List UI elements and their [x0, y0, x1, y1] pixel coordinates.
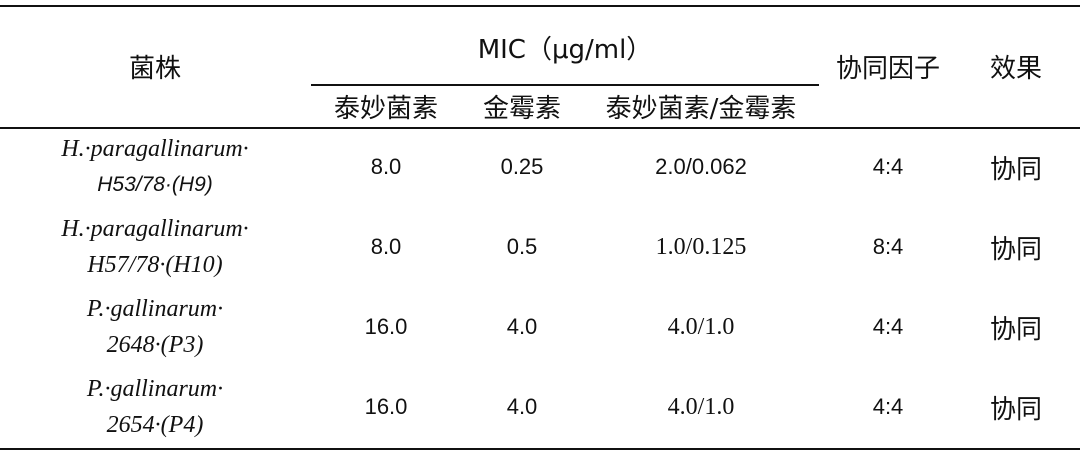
header-effect: 效果	[989, 53, 1042, 84]
table-cell: 协同	[989, 314, 1042, 345]
table-cell: 协同	[989, 154, 1042, 185]
table-cell: 协同	[989, 234, 1042, 265]
table-cell: 4.0/1.0	[667, 313, 735, 340]
table-cell: 8.0	[370, 234, 402, 259]
bottom-rule	[0, 448, 1080, 450]
table-cell: 4.0	[506, 394, 538, 419]
table-cell: 4:4	[872, 394, 904, 419]
table-cell: 8:4	[872, 234, 904, 259]
table-row-strain: H.·paragallinarum· H57/78·(H10)	[61, 216, 249, 278]
header-chlortetracycline: 金霉素	[482, 94, 561, 124]
table-row-strain: H.·paragallinarum· H53/78·(H9)	[61, 136, 249, 196]
header-fic: 协同因子	[835, 53, 940, 84]
table-cell: 协同	[989, 394, 1042, 425]
table-cell: 4.0/1.0	[667, 393, 735, 420]
header-mic: MIC（μg/ml）	[477, 34, 653, 65]
table-cell: 4.0	[506, 314, 538, 339]
table-cell: 0.25	[500, 154, 544, 179]
top-rule	[0, 5, 1080, 7]
header-strain: 菌株	[128, 53, 181, 84]
table-cell: 1.0/0.125	[655, 233, 747, 260]
table-cell: 16.0	[364, 314, 408, 339]
table-row-strain: P.·gallinarum· 2648·(P3)	[86, 296, 224, 358]
header-tiamulin: 泰妙菌素	[333, 94, 438, 124]
table-cell: 8.0	[370, 154, 402, 179]
table-cell: 2.0/0.062	[655, 154, 747, 179]
header-combo: 泰妙菌素/金霉素	[605, 94, 797, 124]
table-cell: 0.5	[506, 234, 538, 259]
table-cell: 4:4	[872, 154, 904, 179]
header-rule	[0, 127, 1080, 129]
table-cell: 4:4	[872, 314, 904, 339]
table-cell: 16.0	[364, 394, 408, 419]
mic-rule	[311, 84, 819, 86]
table-row-strain: P.·gallinarum· 2654·(P4)	[86, 376, 224, 438]
